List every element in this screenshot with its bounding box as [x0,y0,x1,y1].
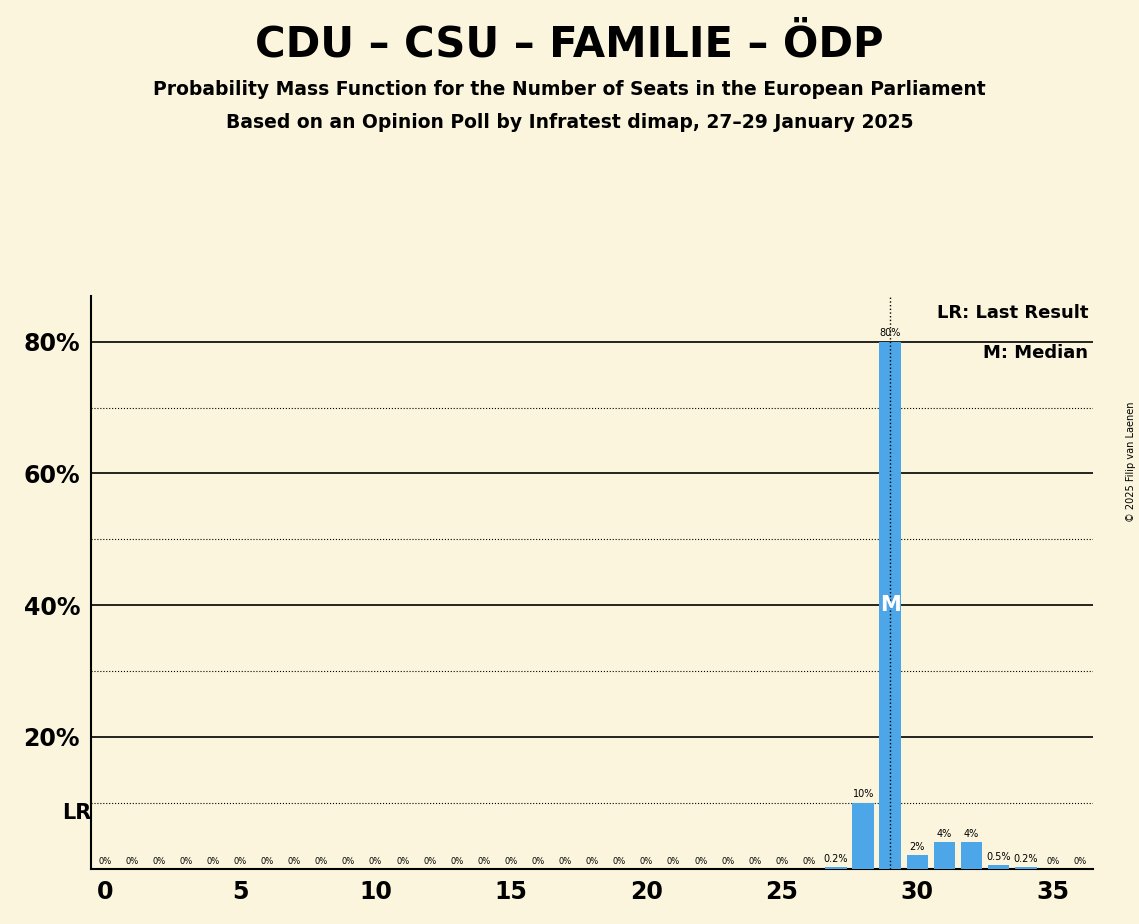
Text: Probability Mass Function for the Number of Seats in the European Parliament: Probability Mass Function for the Number… [153,80,986,100]
Text: Based on an Opinion Poll by Infratest dimap, 27–29 January 2025: Based on an Opinion Poll by Infratest di… [226,113,913,132]
Text: 0%: 0% [314,857,328,866]
Bar [879,342,901,869]
Text: 0%: 0% [1073,857,1087,866]
Bar [1015,868,1036,869]
Text: 0%: 0% [640,857,653,866]
Bar [826,868,847,869]
Text: 0%: 0% [802,857,816,866]
Text: 0%: 0% [233,857,247,866]
Text: 0%: 0% [532,857,544,866]
Text: 0%: 0% [98,857,112,866]
Text: 4%: 4% [964,829,980,839]
Text: 0%: 0% [206,857,220,866]
Text: 0%: 0% [667,857,680,866]
Text: 80%: 80% [879,328,901,338]
Text: M: M [880,595,901,615]
Text: 2%: 2% [910,842,925,852]
Bar [988,865,1009,869]
Text: 0%: 0% [342,857,355,866]
Text: 0%: 0% [558,857,572,866]
Text: 0%: 0% [1047,857,1059,866]
Text: 0%: 0% [505,857,517,866]
Text: 0.2%: 0.2% [823,854,849,864]
Bar [852,803,874,869]
Text: 0%: 0% [179,857,192,866]
Text: LR: LR [62,803,91,822]
Text: 0%: 0% [369,857,383,866]
Text: 0%: 0% [423,857,436,866]
Text: 0%: 0% [153,857,165,866]
Text: 0%: 0% [776,857,788,866]
Text: 4%: 4% [936,829,952,839]
Text: 0.2%: 0.2% [1014,854,1038,864]
Text: 0%: 0% [288,857,301,866]
Text: 0%: 0% [450,857,464,866]
Bar [907,856,928,869]
Text: 0%: 0% [477,857,491,866]
Text: 0%: 0% [748,857,762,866]
Text: 0%: 0% [125,857,138,866]
Bar [934,842,956,869]
Bar [960,842,982,869]
Text: CDU – CSU – FAMILIE – ÖDP: CDU – CSU – FAMILIE – ÖDP [255,23,884,65]
Text: M: Median: M: Median [983,345,1089,362]
Text: 0%: 0% [585,857,599,866]
Text: © 2025 Filip van Laenen: © 2025 Filip van Laenen [1125,402,1136,522]
Text: 0%: 0% [396,857,409,866]
Text: 0%: 0% [694,857,707,866]
Text: 0.5%: 0.5% [986,852,1011,862]
Text: 0%: 0% [261,857,273,866]
Text: 0%: 0% [721,857,735,866]
Text: 10%: 10% [852,789,874,799]
Text: 0%: 0% [613,857,626,866]
Text: LR: Last Result: LR: Last Result [937,304,1089,322]
